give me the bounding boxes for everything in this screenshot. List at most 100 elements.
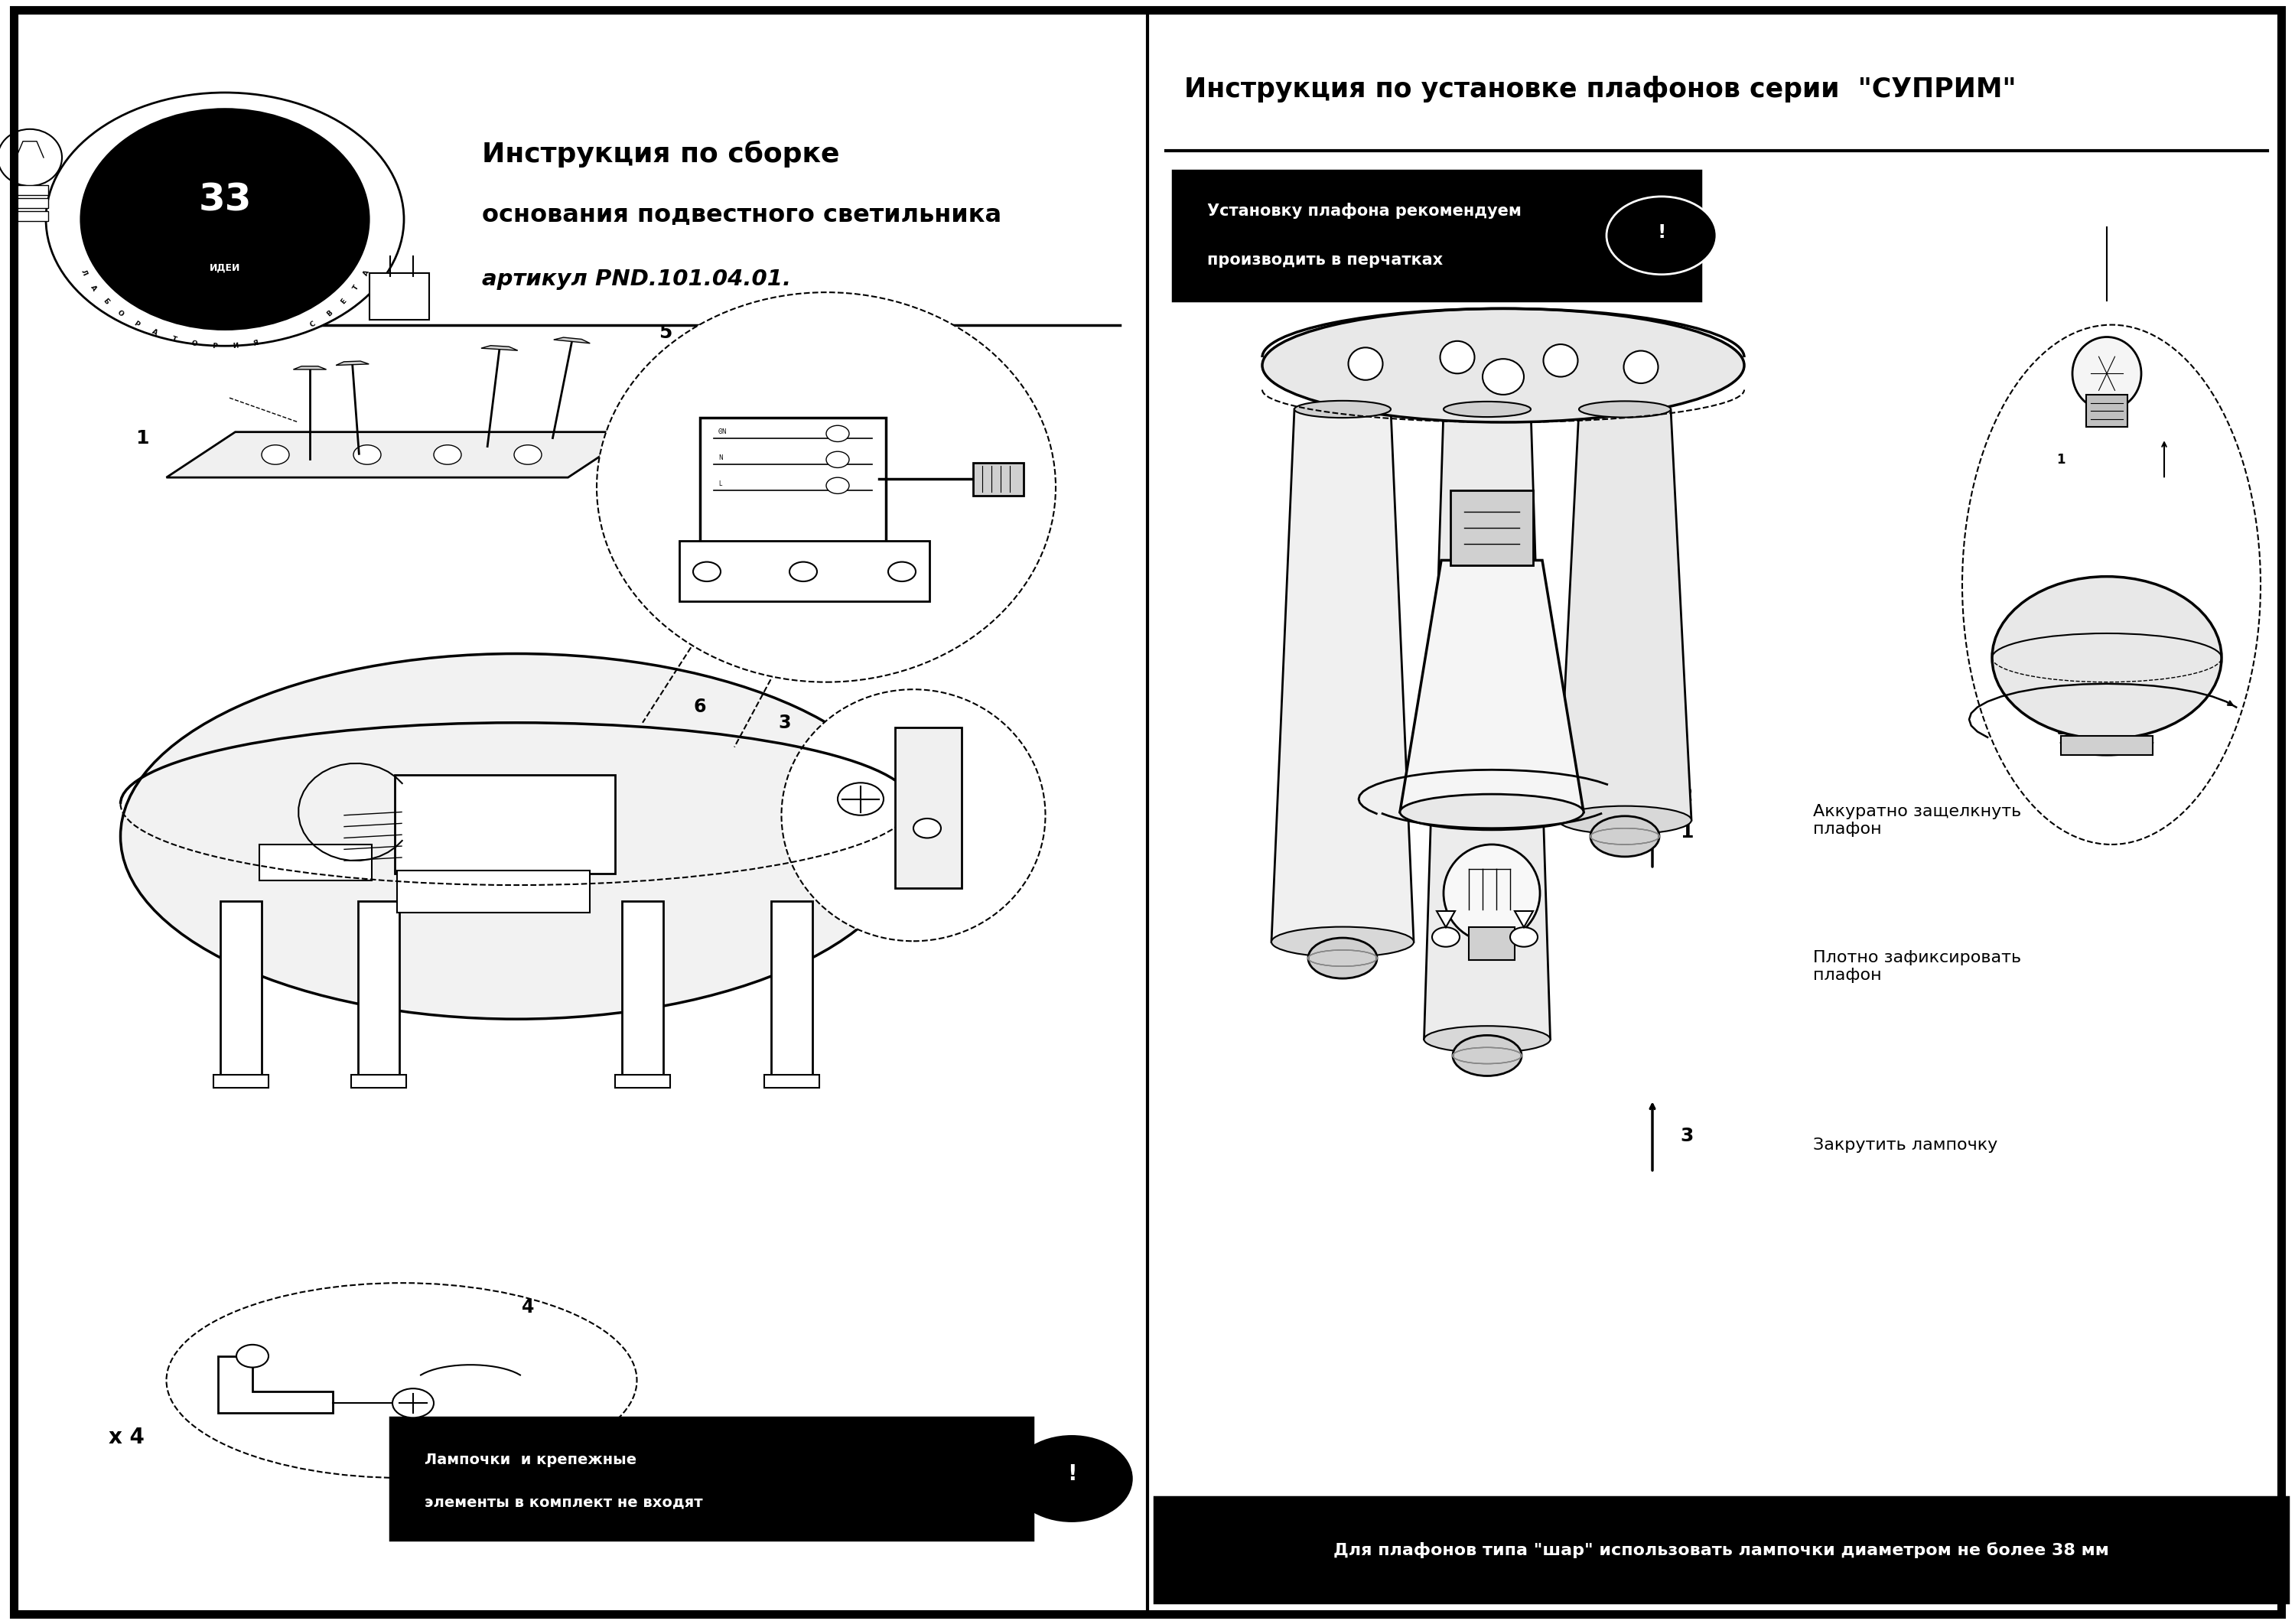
Ellipse shape bbox=[165, 1283, 636, 1478]
FancyBboxPatch shape bbox=[259, 844, 372, 880]
Text: Р: Р bbox=[211, 343, 218, 349]
FancyBboxPatch shape bbox=[1154, 1497, 2288, 1603]
Text: Я: Я bbox=[252, 339, 259, 348]
Text: 4: 4 bbox=[521, 1298, 535, 1317]
Ellipse shape bbox=[1271, 927, 1414, 957]
Ellipse shape bbox=[1423, 1026, 1551, 1052]
FancyBboxPatch shape bbox=[390, 1418, 1033, 1540]
Polygon shape bbox=[294, 365, 326, 370]
Text: Т: Т bbox=[170, 335, 177, 343]
Circle shape bbox=[1510, 927, 1538, 947]
Text: Инструкция по сборке: Инструкция по сборке bbox=[482, 141, 840, 167]
Text: Лампочки  и крепежные: Лампочки и крепежные bbox=[425, 1453, 636, 1466]
FancyBboxPatch shape bbox=[679, 541, 929, 601]
FancyBboxPatch shape bbox=[395, 775, 615, 874]
Ellipse shape bbox=[1262, 309, 1744, 422]
Text: ИДЕИ: ИДЕИ bbox=[209, 263, 241, 273]
FancyBboxPatch shape bbox=[358, 901, 399, 1080]
Ellipse shape bbox=[1453, 1036, 1522, 1077]
Text: артикул PND.101.04.01.: артикул PND.101.04.01. bbox=[482, 268, 792, 291]
Text: x 4: x 4 bbox=[934, 793, 971, 815]
Ellipse shape bbox=[1441, 341, 1473, 374]
Circle shape bbox=[46, 93, 404, 346]
Text: О: О bbox=[190, 339, 197, 348]
Text: А: А bbox=[90, 284, 99, 292]
Text: N: N bbox=[718, 455, 723, 461]
Polygon shape bbox=[1423, 409, 1551, 1039]
Polygon shape bbox=[1400, 560, 1584, 812]
Ellipse shape bbox=[597, 292, 1056, 682]
Circle shape bbox=[1606, 197, 1717, 274]
Text: Плотно зафиксировать
плафон: Плотно зафиксировать плафон bbox=[1813, 950, 2022, 983]
Ellipse shape bbox=[1400, 794, 1584, 830]
Text: 1: 1 bbox=[135, 429, 149, 448]
Text: Установку плафона рекомендуем: Установку плафона рекомендуем bbox=[1207, 203, 1522, 219]
Text: 6: 6 bbox=[693, 697, 707, 716]
Ellipse shape bbox=[1294, 401, 1391, 417]
Text: ΘN: ΘN bbox=[718, 429, 728, 435]
Polygon shape bbox=[1271, 409, 1414, 942]
FancyBboxPatch shape bbox=[700, 417, 886, 549]
Text: основания подвестного светильника: основания подвестного светильника bbox=[482, 203, 1001, 226]
Text: Л: Л bbox=[78, 270, 87, 278]
Ellipse shape bbox=[1444, 401, 1531, 417]
FancyBboxPatch shape bbox=[622, 901, 663, 1080]
Text: Р: Р bbox=[133, 320, 140, 328]
Polygon shape bbox=[218, 1356, 333, 1413]
Ellipse shape bbox=[1542, 344, 1579, 377]
FancyBboxPatch shape bbox=[615, 1075, 670, 1088]
Text: Е: Е bbox=[340, 297, 349, 305]
Circle shape bbox=[1992, 577, 2222, 739]
FancyBboxPatch shape bbox=[11, 198, 48, 208]
Polygon shape bbox=[1515, 911, 1533, 927]
Text: 3: 3 bbox=[1680, 1127, 1694, 1145]
FancyBboxPatch shape bbox=[973, 463, 1024, 495]
FancyBboxPatch shape bbox=[11, 185, 48, 195]
Ellipse shape bbox=[434, 445, 461, 464]
Ellipse shape bbox=[1962, 325, 2261, 844]
FancyBboxPatch shape bbox=[369, 273, 429, 320]
FancyBboxPatch shape bbox=[351, 1075, 406, 1088]
Text: 2: 2 bbox=[2056, 659, 2066, 672]
Ellipse shape bbox=[119, 653, 911, 1020]
Ellipse shape bbox=[2072, 338, 2141, 409]
Text: Б: Б bbox=[101, 297, 110, 305]
FancyBboxPatch shape bbox=[895, 728, 962, 888]
Polygon shape bbox=[1558, 409, 1691, 820]
FancyBboxPatch shape bbox=[771, 901, 812, 1080]
Text: элементы в комплект не входят: элементы в комплект не входят bbox=[425, 1496, 702, 1509]
Text: производить в перчатках: производить в перчатках bbox=[1207, 252, 1444, 268]
Ellipse shape bbox=[1590, 817, 1659, 857]
FancyBboxPatch shape bbox=[213, 1075, 269, 1088]
Circle shape bbox=[392, 1389, 434, 1418]
Text: 2: 2 bbox=[1024, 807, 1035, 823]
Ellipse shape bbox=[1625, 351, 1657, 383]
Text: С: С bbox=[310, 320, 317, 328]
Ellipse shape bbox=[780, 689, 1044, 942]
FancyBboxPatch shape bbox=[11, 211, 48, 221]
Ellipse shape bbox=[1349, 348, 1382, 380]
Text: И: И bbox=[232, 343, 239, 349]
Text: 33: 33 bbox=[197, 182, 252, 218]
Text: 3: 3 bbox=[2056, 724, 2066, 737]
Text: L: L bbox=[718, 481, 721, 487]
FancyBboxPatch shape bbox=[2061, 736, 2153, 755]
Polygon shape bbox=[165, 432, 636, 477]
Text: Аккуратно защелкнуть
плафон: Аккуратно защелкнуть плафон bbox=[1813, 804, 2022, 836]
Text: А: А bbox=[151, 328, 158, 336]
Circle shape bbox=[838, 783, 884, 815]
Circle shape bbox=[236, 1345, 269, 1367]
Ellipse shape bbox=[1308, 939, 1377, 978]
Text: 2: 2 bbox=[1680, 786, 1694, 806]
Text: 1: 1 bbox=[1680, 823, 1694, 841]
Text: !: ! bbox=[1657, 222, 1666, 242]
Text: 3: 3 bbox=[778, 713, 792, 732]
Text: x 4: x 4 bbox=[108, 1426, 145, 1449]
Text: Т: Т bbox=[351, 284, 360, 292]
Ellipse shape bbox=[83, 110, 367, 330]
Circle shape bbox=[1432, 927, 1460, 947]
Polygon shape bbox=[482, 346, 519, 351]
Text: О: О bbox=[115, 309, 124, 318]
FancyBboxPatch shape bbox=[2086, 395, 2127, 427]
FancyBboxPatch shape bbox=[1173, 171, 1701, 300]
